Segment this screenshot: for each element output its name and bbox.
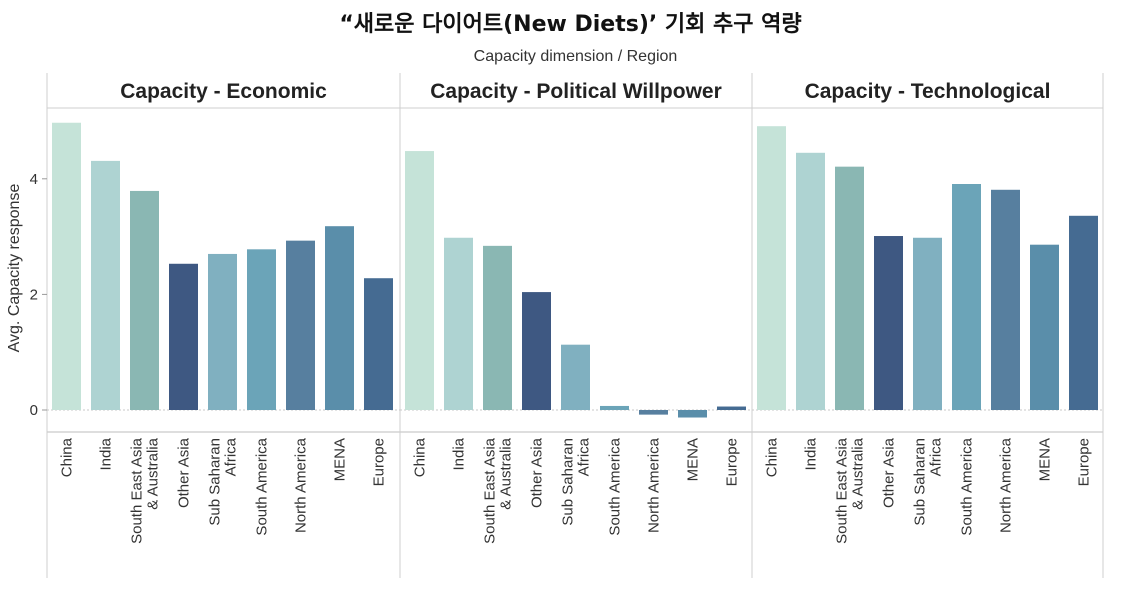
bar-capacity-economic-8 — [364, 278, 393, 410]
category-label-capacity-political-willpower-2: South East Asia& Australia — [482, 437, 515, 544]
category-label-capacity-political-willpower-5: South America — [607, 437, 624, 535]
category-label-capacity-political-willpower-6: North America — [646, 437, 663, 533]
category-label-capacity-technological-4: Sub SaharanAfrica — [912, 437, 945, 525]
category-label-capacity-technological-8: Europe — [1076, 438, 1093, 486]
category-label-capacity-technological-1: India — [803, 437, 820, 470]
bar-capacity-political-willpower-0 — [405, 151, 434, 410]
category-label-capacity-political-willpower-1: India — [451, 437, 468, 470]
bar-capacity-political-willpower-4 — [561, 344, 590, 410]
y-tick-label-2: 4 — [30, 171, 38, 188]
bar-capacity-economic-7 — [325, 226, 354, 410]
chart-subtitle: Capacity dimension / Region — [473, 48, 678, 65]
category-label-capacity-economic-2: South East Asia& Australia — [129, 437, 162, 544]
bar-capacity-economic-0 — [52, 122, 81, 410]
chart-title: “새로운 다이어트(New Diets)’ 기회 추구 역량 — [339, 12, 802, 37]
category-label-capacity-technological-7: MENA — [1037, 438, 1054, 481]
category-label-capacity-technological-2: South East Asia& Australia — [834, 437, 867, 544]
bar-capacity-political-willpower-5 — [600, 405, 629, 410]
bar-capacity-economic-4 — [208, 253, 237, 410]
bar-capacity-economic-6 — [286, 240, 315, 410]
bar-capacity-technological-8 — [1069, 215, 1098, 410]
y-axis-title: Avg. Capacity response — [6, 184, 23, 353]
bar-capacity-political-willpower-2 — [483, 245, 512, 410]
category-label-capacity-technological-3: Other Asia — [881, 437, 898, 508]
facet-title-capacity-technological: Capacity - Technological — [805, 80, 1051, 103]
category-label-capacity-economic-1: India — [98, 437, 115, 470]
bar-capacity-economic-3 — [169, 263, 198, 410]
bar-capacity-technological-4 — [913, 237, 942, 410]
facet-title-capacity-economic: Capacity - Economic — [120, 80, 327, 103]
bar-capacity-technological-2 — [835, 166, 864, 410]
bar-capacity-technological-5 — [952, 184, 981, 410]
y-tick-label-1: 2 — [30, 286, 38, 303]
category-label-capacity-technological-6: North America — [998, 437, 1015, 533]
bar-capacity-economic-2 — [130, 190, 159, 410]
category-label-capacity-economic-5: South America — [254, 437, 271, 535]
category-label-capacity-political-willpower-8: Europe — [724, 438, 741, 486]
category-label-capacity-political-willpower-0: China — [412, 437, 429, 477]
y-tick-label-0: 0 — [30, 402, 38, 419]
bar-capacity-technological-3 — [874, 236, 903, 410]
bar-capacity-technological-0 — [757, 126, 786, 411]
category-label-capacity-political-willpower-7: MENA — [685, 438, 702, 481]
category-label-capacity-economic-4: Sub SaharanAfrica — [207, 437, 240, 525]
category-label-capacity-political-willpower-4: Sub SaharanAfrica — [560, 437, 593, 525]
bar-capacity-economic-5 — [247, 249, 276, 410]
category-label-capacity-economic-8: Europe — [371, 438, 388, 486]
bar-capacity-technological-7 — [1030, 244, 1059, 410]
bar-capacity-political-willpower-8 — [717, 406, 746, 410]
bar-capacity-political-willpower-3 — [522, 292, 551, 410]
bar-capacity-technological-1 — [796, 152, 825, 411]
category-label-capacity-economic-7: MENA — [332, 438, 349, 481]
bar-capacity-political-willpower-7 — [678, 410, 707, 418]
category-label-capacity-economic-3: Other Asia — [176, 437, 193, 508]
bar-capacity-political-willpower-6 — [639, 410, 668, 415]
category-label-capacity-economic-0: China — [59, 437, 76, 477]
bar-capacity-technological-6 — [991, 189, 1020, 410]
category-label-capacity-economic-6: North America — [293, 437, 310, 533]
bar-capacity-economic-1 — [91, 160, 120, 410]
category-label-capacity-political-willpower-3: Other Asia — [529, 437, 546, 508]
category-label-capacity-technological-0: China — [764, 437, 781, 477]
bar-capacity-political-willpower-1 — [444, 237, 473, 410]
facet-title-capacity-political-willpower: Capacity - Political Willpower — [430, 80, 722, 103]
category-label-capacity-technological-5: South America — [959, 437, 976, 535]
